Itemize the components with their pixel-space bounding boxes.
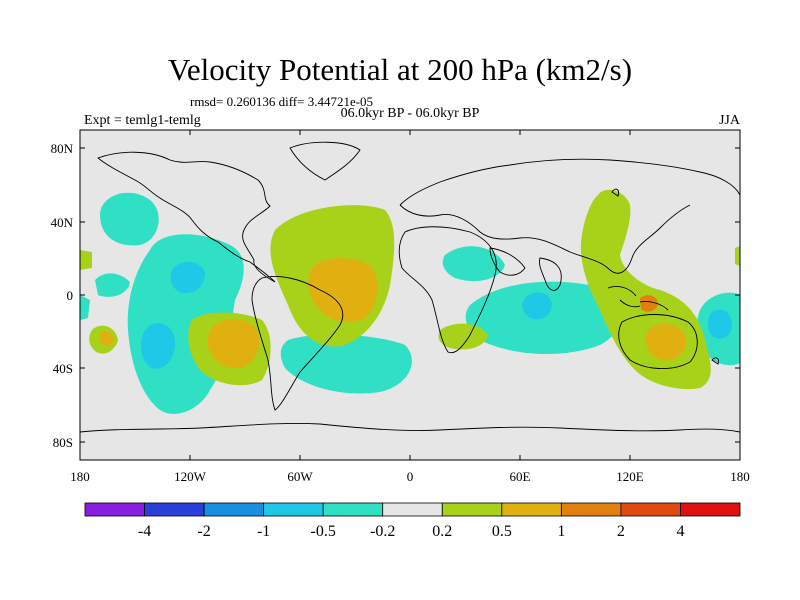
lon-tick-label: 120W bbox=[174, 469, 207, 484]
colorbar-label: 1 bbox=[557, 523, 565, 540]
colorbar-label: 0.5 bbox=[492, 523, 512, 540]
stats-line: rmsd= 0.260136 diff= 3.44721e-05 bbox=[190, 94, 374, 109]
colorbar-swatch bbox=[263, 502, 324, 517]
contour-region bbox=[80, 250, 92, 270]
colorbar-label: 0.2 bbox=[432, 523, 452, 540]
map-title: Velocity Potential at 200 hPa (km2/s) bbox=[167, 52, 633, 87]
colorbar-swatch bbox=[441, 502, 503, 517]
lat-tick-label: 80N bbox=[51, 141, 74, 156]
contour-region bbox=[465, 281, 624, 355]
contour-region bbox=[140, 323, 176, 369]
contour-region bbox=[100, 331, 114, 346]
lon-tick-label: 180 bbox=[70, 469, 90, 484]
lon-axis: 180 120W 60W 0 60E 120E 180 bbox=[70, 130, 750, 484]
lon-tick-label: 120E bbox=[616, 469, 644, 484]
colorbar-swatch bbox=[84, 502, 145, 517]
lon-tick-label: 60E bbox=[510, 469, 531, 484]
colorbar: -4 -2 -1 -0.5 -0.2 0.2 0.5 1 2 4 bbox=[84, 502, 741, 540]
colorbar-swatch bbox=[382, 502, 443, 517]
lon-tick-label: 0 bbox=[407, 469, 414, 484]
contour-region bbox=[207, 319, 260, 369]
experiment-label: Expt = temlg1-temlg bbox=[84, 113, 201, 128]
contour-region bbox=[95, 273, 130, 297]
colorbar-label: -1 bbox=[257, 523, 270, 540]
lon-tick-label: 180 bbox=[730, 469, 750, 484]
contour-region bbox=[735, 246, 740, 266]
contour-region bbox=[438, 323, 488, 350]
colorbar-label: -2 bbox=[197, 523, 210, 540]
lat-axis: 80N 40N 0 40S 80S bbox=[51, 141, 740, 450]
colorbar-swatch bbox=[501, 502, 562, 517]
colorbar-swatch bbox=[203, 502, 265, 517]
lon-tick-label: 60W bbox=[287, 469, 313, 484]
colorbar-label: -4 bbox=[138, 523, 151, 540]
contour-fill-layer bbox=[80, 141, 740, 433]
lat-tick-label: 80S bbox=[53, 435, 73, 450]
colorbar-swatch bbox=[144, 502, 205, 517]
contour-region bbox=[308, 258, 378, 322]
lat-tick-label: 40N bbox=[51, 215, 74, 230]
contour-region bbox=[640, 295, 658, 312]
coastlines bbox=[80, 141, 740, 433]
contour-region bbox=[522, 292, 552, 320]
colorbar-swatch bbox=[322, 502, 384, 517]
colorbar-swatch bbox=[560, 502, 622, 517]
contour-region bbox=[707, 309, 732, 339]
contour-region bbox=[280, 334, 412, 394]
colorbar-label: -0.5 bbox=[311, 523, 336, 540]
colorbar-swatch bbox=[620, 502, 681, 517]
colorbar-label: 2 bbox=[617, 523, 625, 540]
lat-tick-label: 40S bbox=[53, 361, 73, 376]
season-label: JJA bbox=[718, 113, 740, 128]
colorbar-label: 4 bbox=[676, 523, 684, 540]
lat-tick-label: 0 bbox=[67, 288, 74, 303]
contour-region bbox=[170, 261, 205, 294]
contour-region bbox=[80, 295, 90, 320]
contour-region bbox=[100, 192, 159, 246]
contour-region bbox=[645, 323, 687, 361]
contour-region bbox=[442, 246, 505, 282]
period-label: 06.0kyr BP - 06.0kyr BP bbox=[340, 106, 480, 121]
colorbar-label: -0.2 bbox=[370, 523, 395, 540]
colorbar-swatch bbox=[680, 502, 741, 517]
